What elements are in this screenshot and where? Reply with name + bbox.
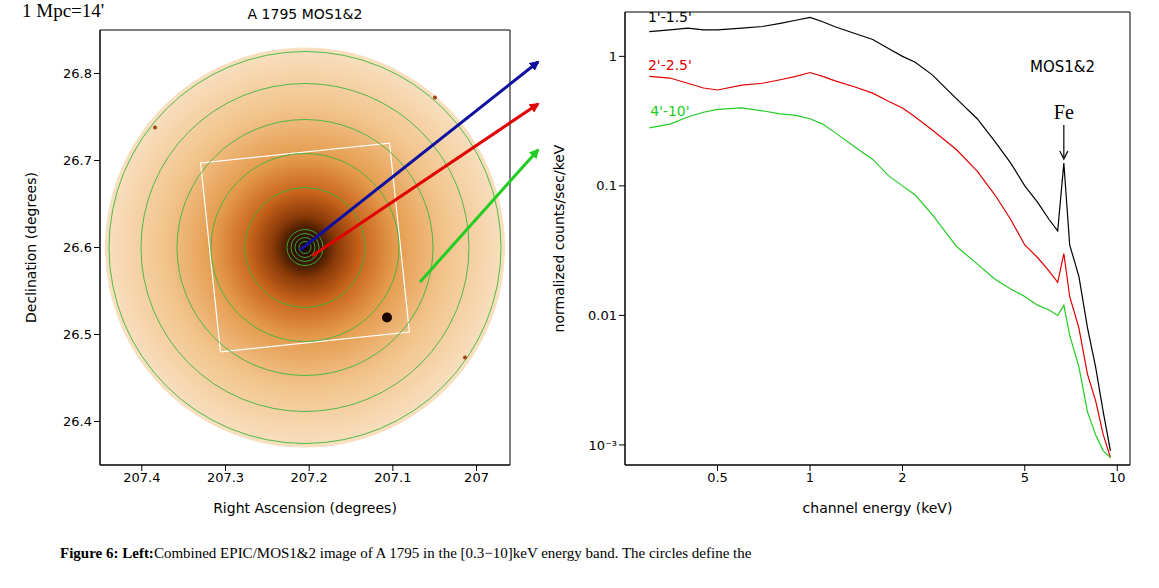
html-text:Figure 6: Left: Combined EPIC/: Figure 6: Left: Combined EPIC/MOS1&2 ima… bbox=[60, 545, 752, 561]
svg-text:207.1: 207.1 bbox=[374, 470, 411, 485]
html-text:A 1795 MOS1&2: A 1795 MOS1&2 bbox=[247, 6, 363, 22]
svg-text:207.3: 207.3 bbox=[207, 470, 244, 485]
svg-text:1: 1 bbox=[609, 49, 617, 64]
html-text:MOS1&2: MOS1&2 bbox=[1030, 58, 1096, 76]
svg-text:0.01: 0.01 bbox=[588, 308, 617, 323]
svg-text:5: 5 bbox=[1021, 470, 1029, 485]
svg-text:1: 1 bbox=[806, 470, 814, 485]
svg-text:2'-2.5': 2'-2.5' bbox=[648, 57, 692, 73]
svg-text:0.1: 0.1 bbox=[596, 178, 617, 193]
svg-text:normalized counts/sec/keV: normalized counts/sec/keV bbox=[551, 144, 567, 332]
svg-text:10⁻³: 10⁻³ bbox=[588, 438, 617, 453]
svg-text:1'-1.5': 1'-1.5' bbox=[648, 9, 692, 25]
svg-text:2: 2 bbox=[898, 470, 906, 485]
svg-text:207.4: 207.4 bbox=[123, 470, 160, 485]
svg-text:channel energy (keV): channel energy (keV) bbox=[803, 500, 953, 516]
svg-text:Fe: Fe bbox=[1054, 101, 1074, 123]
svg-text:4'-10': 4'-10' bbox=[650, 103, 689, 119]
svg-text:207.2: 207.2 bbox=[291, 470, 328, 485]
svg-text:0.5: 0.5 bbox=[707, 470, 728, 485]
svg-text:26.6: 26.6 bbox=[63, 240, 92, 255]
svg-text:26.8: 26.8 bbox=[63, 66, 92, 81]
svg-text:Right Ascension (degrees): Right Ascension (degrees) bbox=[213, 500, 397, 516]
svg-text:Declination (degrees): Declination (degrees) bbox=[23, 172, 39, 323]
svg-text:26.4: 26.4 bbox=[63, 414, 92, 429]
svg-text:26.5: 26.5 bbox=[63, 327, 92, 342]
html-text:1 Mpc=14': 1 Mpc=14' bbox=[22, 0, 105, 21]
svg-text:26.7: 26.7 bbox=[63, 153, 92, 168]
svg-text:207: 207 bbox=[464, 470, 489, 485]
svg-text:10: 10 bbox=[1109, 470, 1126, 485]
